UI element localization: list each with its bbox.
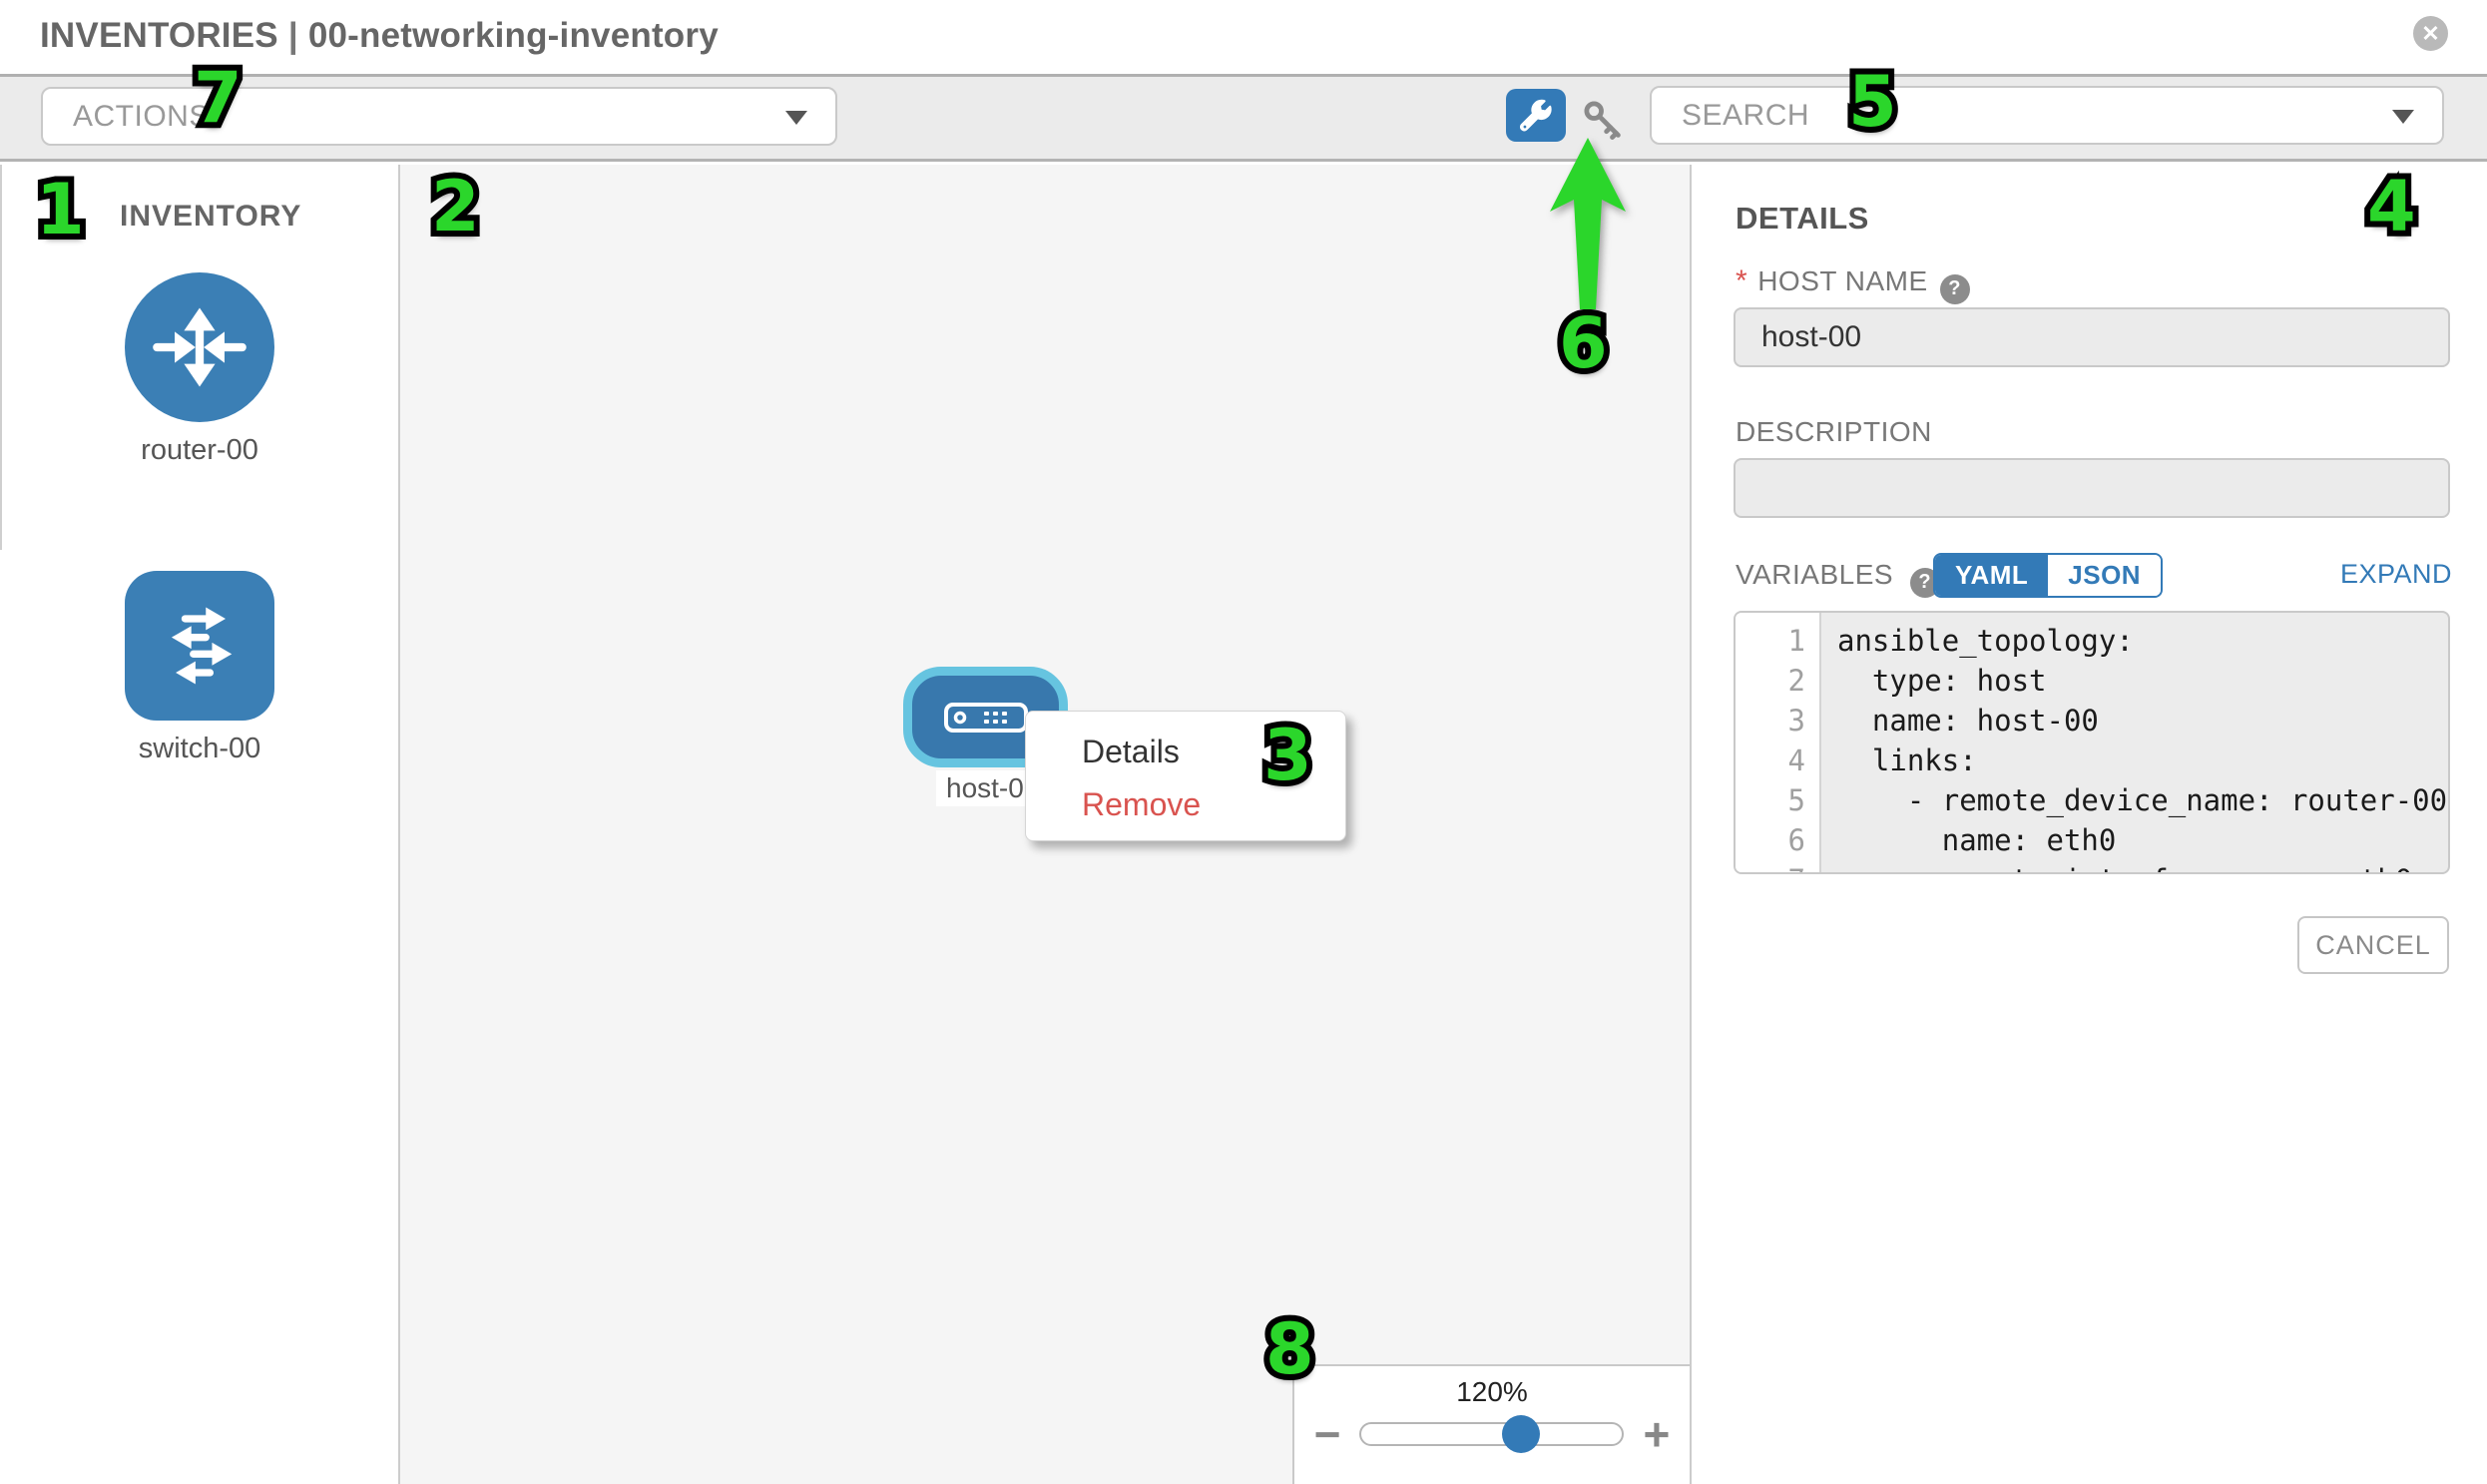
host-name-label: HOST NAME <box>1757 265 1928 296</box>
description-input[interactable] <box>1734 458 2450 518</box>
format-toggle-json[interactable]: JSON <box>2048 555 2162 596</box>
variables-code-editor[interactable]: 1 2 3 4 5 6 7 ansible_topology: type: ho… <box>1734 611 2450 874</box>
code-content: ansible_topology: type: host name: host-… <box>1821 613 2448 872</box>
context-menu: Details Remove <box>1025 711 1346 841</box>
line-number: 2 <box>1787 664 1805 698</box>
line-number: 7 <box>1736 860 1805 872</box>
switch-icon <box>171 607 233 685</box>
variables-row: VARIABLES ? YAML JSON EXPAND <box>1736 553 2452 599</box>
line-number: 3 <box>1787 704 1805 738</box>
breadcrumb-separator: | <box>287 16 298 55</box>
details-heading: DETAILS <box>1736 201 1869 236</box>
actions-dropdown-label: ACTIONS <box>73 99 210 133</box>
code-line: ansible_topology: <box>1837 624 2134 658</box>
format-toggle-yaml[interactable]: YAML <box>1935 555 2049 596</box>
breadcrumb: INVENTORIES | 00-networking-inventory <box>40 16 719 56</box>
palette-item-label: router-00 <box>141 434 258 466</box>
code-line: type: host <box>1837 664 2047 698</box>
close-icon: ✕ <box>2421 20 2440 46</box>
line-number: 4 <box>1787 743 1805 777</box>
zoom-slider-thumb[interactable] <box>1501 1415 1540 1453</box>
zoom-in-button[interactable]: + <box>1643 1408 1671 1460</box>
context-menu-item-remove[interactable]: Remove <box>1082 786 1202 822</box>
palette-item-label: switch-00 <box>138 733 261 764</box>
wrench-icon <box>1519 99 1552 131</box>
code-line: links: <box>1837 743 1977 777</box>
host-name-label-row: * HOST NAME? <box>1736 264 1970 304</box>
cancel-button[interactable]: CANCEL <box>2297 916 2449 974</box>
router-icon <box>153 307 247 387</box>
description-label: DESCRIPTION <box>1736 416 1932 447</box>
code-line: - remote_device_name: router-00 <box>1837 783 2448 817</box>
details-panel: DETAILS * HOST NAME? DESCRIPTION VARIABLE… <box>1690 165 2487 1484</box>
configure-button[interactable] <box>1506 89 1566 142</box>
topology-canvas[interactable]: host-00 Details Remove 120% − + <box>402 165 1690 1484</box>
zoom-control: 120% − + <box>1292 1364 1690 1484</box>
breadcrumb-section: INVENTORIES <box>40 16 278 55</box>
variables-label: VARIABLES <box>1736 559 1894 590</box>
chevron-down-icon <box>2392 109 2414 124</box>
actions-dropdown[interactable]: ACTIONS <box>41 87 837 146</box>
key-icon <box>1584 101 1621 140</box>
required-marker: * <box>1736 264 1748 297</box>
app-header: INVENTORIES | 00-networking-inventory ✕ <box>0 0 2487 74</box>
zoom-slider-track[interactable] <box>1358 1415 1624 1453</box>
breadcrumb-item: 00-networking-inventory <box>307 16 719 55</box>
code-gutter: 1 2 3 4 5 6 7 <box>1736 613 1821 872</box>
palette-item-switch[interactable]: switch-00 <box>125 571 274 765</box>
inventory-palette: INVENTORY router- <box>0 165 400 1484</box>
palette-heading: INVENTORY <box>120 200 302 233</box>
host-name-input[interactable] <box>1734 307 2450 367</box>
host-icon <box>943 702 1028 733</box>
search-dropdown[interactable]: SEARCH <box>1650 86 2444 145</box>
content-area: INVENTORY router- <box>0 165 2487 1484</box>
zoom-level-value: 120% <box>1456 1376 1528 1407</box>
line-number: 5 <box>1787 783 1805 817</box>
line-number: 6 <box>1787 823 1805 857</box>
search-dropdown-label: SEARCH <box>1682 98 1810 132</box>
key-button[interactable] <box>1580 97 1626 143</box>
expand-link[interactable]: EXPAND <box>2339 559 2452 589</box>
line-number: 1 <box>1787 624 1805 658</box>
toolbar: ACTIONS SEARCH <box>0 74 2487 162</box>
close-button[interactable]: ✕ <box>2413 16 2448 51</box>
palette-item-router[interactable]: router-00 <box>125 272 274 467</box>
code-line: name: host-00 <box>1837 704 2099 738</box>
code-line: name: eth0 <box>1837 823 2117 857</box>
zoom-out-button[interactable]: − <box>1313 1408 1341 1460</box>
chevron-down-icon <box>785 110 807 125</box>
code-line: remote_interface_name: eth0 <box>1837 860 2448 872</box>
context-menu-item-details[interactable]: Details <box>1082 734 1180 769</box>
help-icon[interactable]: ? <box>1939 273 1970 304</box>
palette-left-border <box>0 165 2 550</box>
format-toggle: YAML JSON <box>1933 553 2164 598</box>
